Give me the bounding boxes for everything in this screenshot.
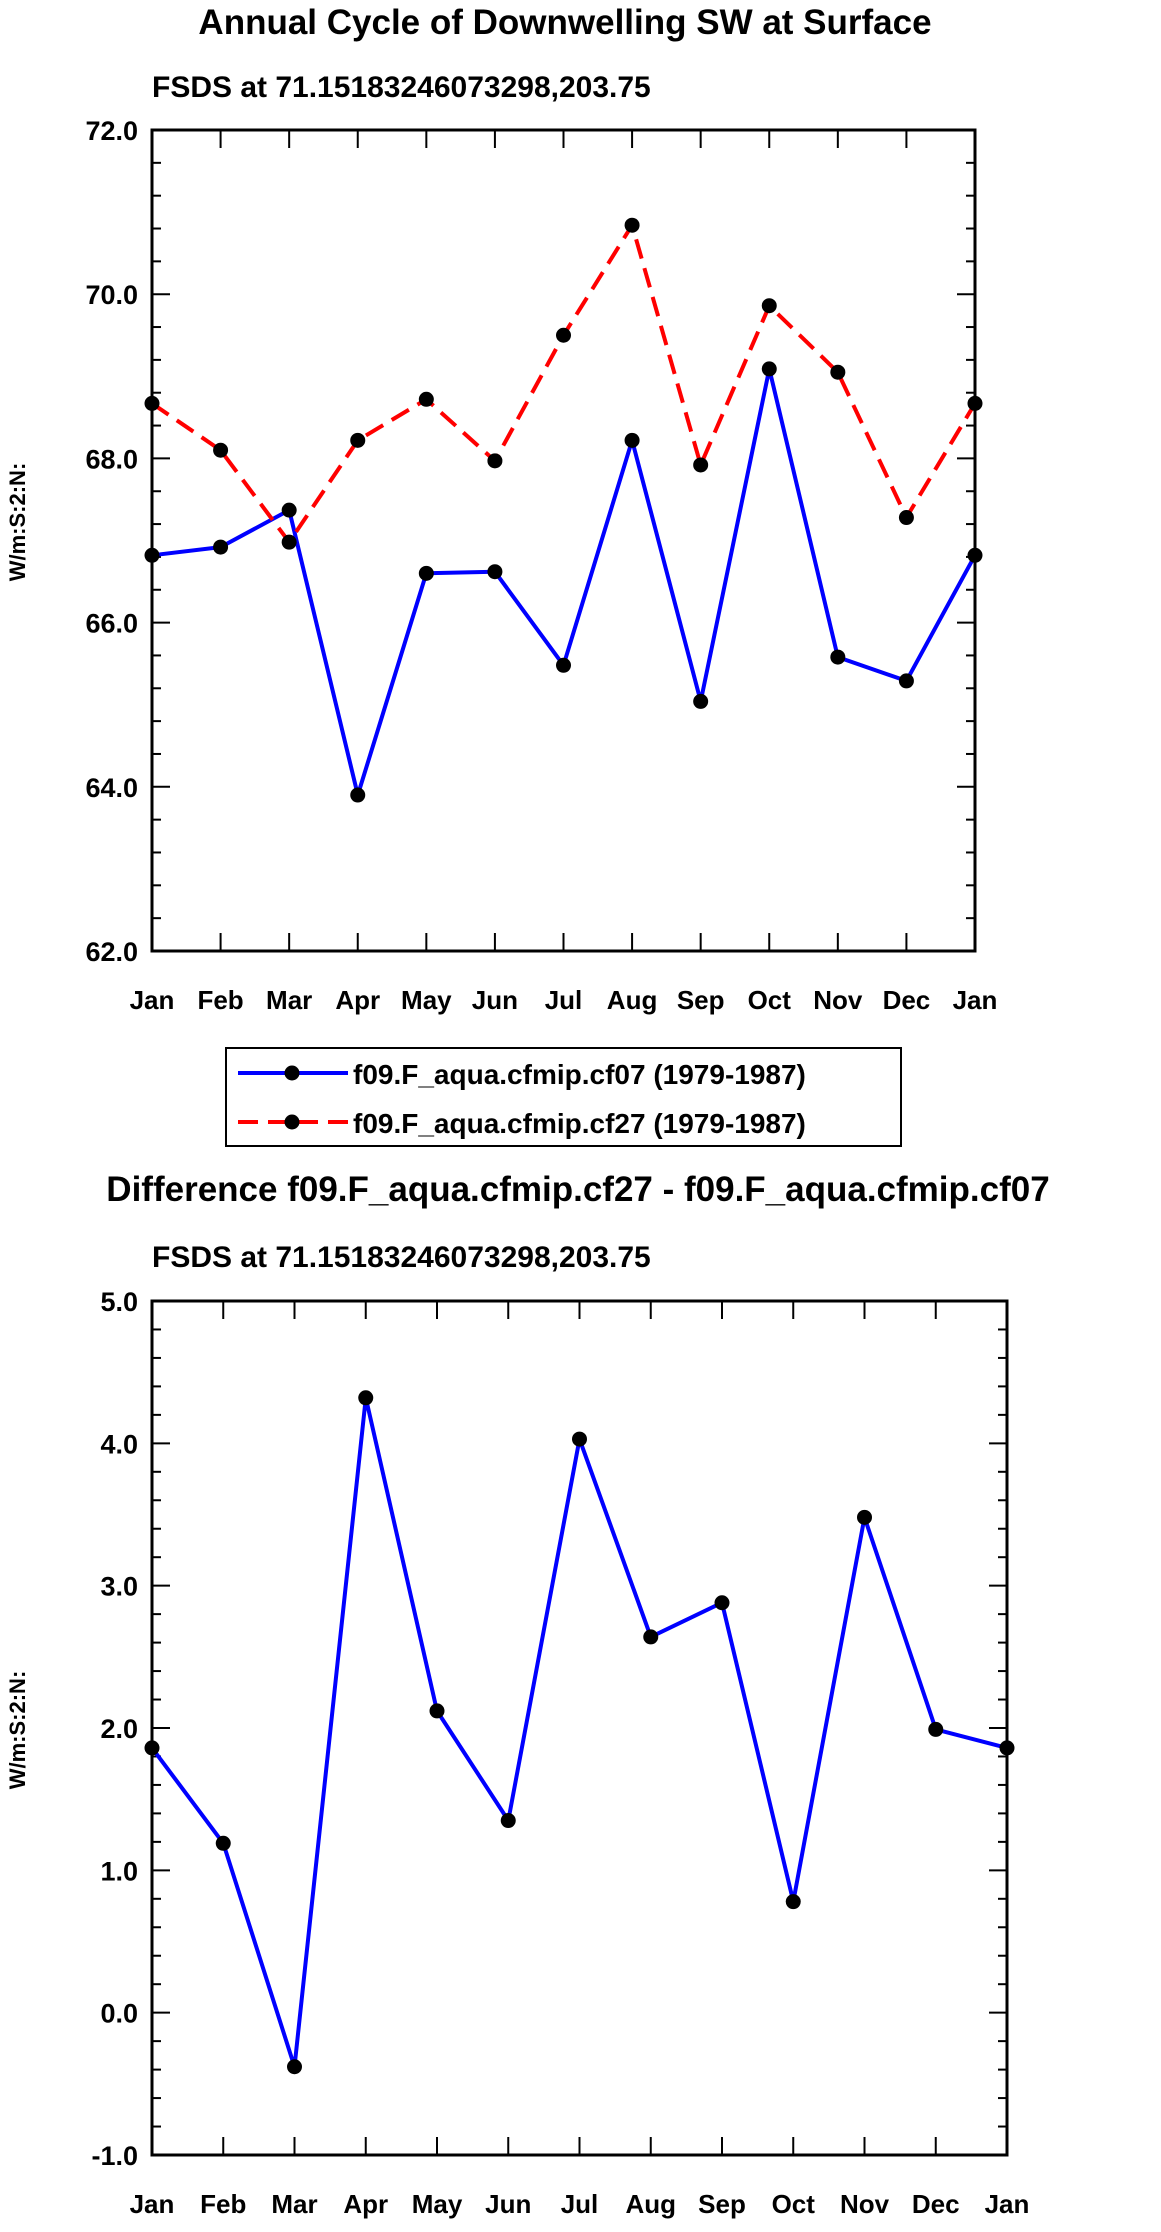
chart1-series-0-point: [967, 547, 983, 563]
chart1-series-0-point: [693, 693, 709, 709]
chart1-xtick-label: Jul: [545, 985, 583, 1015]
chart1-series-1-point: [761, 298, 777, 314]
chart2-xtick-label: Feb: [200, 2189, 246, 2219]
chart2-xtick-label: Jan: [130, 2189, 175, 2219]
chart1-series-1-point: [144, 395, 160, 411]
chart1-xtick-label: Dec: [883, 985, 931, 1015]
chart1-series-1-point: [830, 364, 846, 380]
chart1-series-0-point: [350, 787, 366, 803]
chart2-series-0-point: [215, 1835, 231, 1851]
chart2-xtick-label: May: [412, 2189, 463, 2219]
chart2-ytick-label: 4.0: [100, 1429, 138, 1459]
chart1-series-0-point: [761, 361, 777, 377]
chart1-series-0-point: [144, 547, 160, 563]
chart1-xtick-label: Apr: [335, 985, 380, 1015]
chart2-ytick-label: 5.0: [100, 1287, 138, 1317]
chart1-series-1-point: [624, 217, 640, 233]
chart1-xtick-label: Jan: [130, 985, 175, 1015]
chart2-series-0-point: [572, 1431, 587, 1447]
chart2-ylabel: W/m:S:2:N:: [5, 1671, 30, 1790]
chart1-series-0-point: [418, 565, 434, 581]
legend-label-cf27: f09.F_aqua.cfmip.cf27 (1979-1987): [353, 1108, 806, 1139]
chart2-title: Difference f09.F_aqua.cfmip.cf27 - f09.F…: [106, 1170, 1049, 1209]
chart1-ytick-label: 62.0: [85, 937, 138, 967]
chart2-ytick-label: 1.0: [100, 1856, 138, 1886]
chart1-ytick-label: 68.0: [85, 444, 138, 474]
chart1-series-1-point: [487, 453, 503, 469]
chart2-ytick-label: -1.0: [91, 2141, 138, 2171]
chart1-ytick-label: 66.0: [85, 609, 138, 639]
chart2-series-0-point: [500, 1813, 516, 1829]
chart2-series-0-point: [928, 1721, 944, 1737]
legend-box: [225, 1047, 902, 1147]
chart1-series-1-point: [693, 457, 709, 473]
chart2-xtick-label: Dec: [912, 2189, 960, 2219]
chart2-series-0-point: [643, 1629, 659, 1645]
chart1-series-1-point: [281, 534, 297, 550]
chart2-xtick-label: Apr: [343, 2189, 388, 2219]
chart1-xtick-label: Oct: [748, 985, 792, 1015]
chart1-xtick-label: May: [401, 985, 452, 1015]
chart2-xtick-label: Jun: [485, 2189, 531, 2219]
chart1-xtick-label: Sep: [677, 985, 725, 1015]
legend-marker-cf27: [284, 1114, 300, 1130]
chart1-series-0-point: [830, 649, 846, 665]
chart1-series-1-point: [967, 395, 983, 411]
chart1-series-0-line: [151, 366, 977, 797]
chart2-xtick-label: Aug: [625, 2189, 676, 2219]
chart2-series-0-point: [857, 1509, 872, 1525]
chart2-xtick-label: Sep: [698, 2189, 746, 2219]
chart2-series-0-point: [358, 1390, 374, 1406]
chart1-title: Annual Cycle of Downwelling SW at Surfac…: [198, 3, 931, 42]
chart1-ylabel: W/m:S:2:N:: [5, 463, 30, 582]
chart1-series-1-point: [898, 510, 914, 526]
chart1-xtick-label: Aug: [607, 985, 658, 1015]
chart1-series-1-point: [350, 432, 366, 448]
legend-marker-cf07: [284, 1065, 300, 1081]
chart1-legend: f09.F_aqua.cfmip.cf07 (1979-1987) f09.F_…: [225, 1047, 902, 1147]
chart1-ytick-label: 70.0: [85, 280, 138, 310]
chart1-series-1-line: [150, 223, 977, 545]
chart2-xtick-label: Mar: [271, 2189, 317, 2219]
chart1-series-0-point: [487, 564, 503, 580]
chart2-xtick-label: Oct: [772, 2189, 816, 2219]
chart2-plot: -1.0 0.0 1.0 2.0 3.0 4.0 5.0 Jan Feb Mar Apr May Jun…: [91, 1287, 1029, 2219]
chart1-series-0-point: [281, 502, 297, 518]
chart2-series-0-point: [999, 1740, 1015, 1756]
chart1-ytick-label: 72.0: [85, 116, 138, 146]
chart2-xtick-label: Jul: [561, 2189, 599, 2219]
chart1-frame: [150, 128, 977, 953]
chart2-xtick-label: Jan: [985, 2189, 1030, 2219]
chart1-xtick-label: Nov: [813, 985, 863, 1015]
chart1-ytick-label: 64.0: [85, 773, 138, 803]
chart1-series-1-point: [418, 391, 434, 407]
chart2-series-0-line: [150, 1395, 1008, 2069]
chart1-series-0-point: [898, 673, 914, 689]
chart2-series-0-point: [714, 1595, 730, 1611]
chart1-subtitle: FSDS at 71.15183246073298,203.75: [152, 71, 651, 104]
chart2-ytick-label: 0.0: [100, 1999, 138, 2029]
chart2-series-0-point: [287, 2059, 302, 2075]
chart2-subtitle: FSDS at 71.15183246073298,203.75: [152, 1241, 651, 1274]
chart1-xtick-label: Feb: [197, 985, 243, 1015]
chart1-series-0-point: [213, 539, 229, 555]
chart1-series-1-point: [213, 442, 229, 458]
chart1-series-0-point: [624, 432, 640, 448]
chart2-series-0-point: [429, 1703, 445, 1719]
chart2-ytick-label: 3.0: [100, 1572, 138, 1602]
chart1-plot: 62.0 64.0 66.0 68.0 70.0 72.0 Jan Feb Mar Apr May J…: [85, 116, 997, 1015]
chart2-series-0-point: [785, 1894, 801, 1910]
chart1-series-0-point: [556, 657, 571, 673]
chart1-series-1-point: [556, 327, 571, 343]
legend-label-cf07: f09.F_aqua.cfmip.cf07 (1979-1987): [353, 1059, 806, 1090]
chart2-series-0-point: [144, 1740, 160, 1756]
chart1-xtick-label: Mar: [266, 985, 312, 1015]
chart2-xtick-label: Nov: [840, 2189, 890, 2219]
chart1-xtick-label: Jun: [472, 985, 518, 1015]
chart2-ytick-label: 2.0: [100, 1714, 138, 1744]
chart1-xtick-label: Jan: [953, 985, 998, 1015]
